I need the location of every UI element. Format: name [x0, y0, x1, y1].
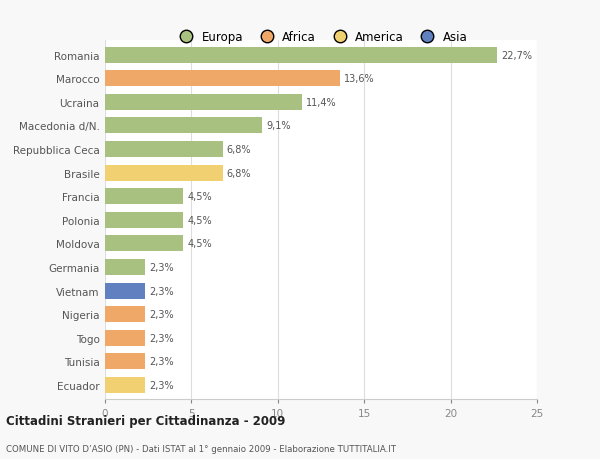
Text: 11,4%: 11,4% — [307, 98, 337, 107]
Bar — [105, 236, 183, 252]
Text: 6,8%: 6,8% — [227, 168, 251, 178]
Text: 22,7%: 22,7% — [502, 50, 533, 61]
Text: 2,3%: 2,3% — [149, 333, 173, 343]
Bar — [105, 330, 145, 346]
Bar — [105, 142, 223, 157]
Bar — [105, 377, 145, 393]
Bar — [105, 213, 183, 228]
Text: 9,1%: 9,1% — [266, 121, 291, 131]
Text: 4,5%: 4,5% — [187, 192, 212, 202]
Text: 4,5%: 4,5% — [187, 239, 212, 249]
Bar — [105, 165, 223, 181]
Bar — [105, 307, 145, 323]
Text: 2,3%: 2,3% — [149, 309, 173, 319]
Text: 2,3%: 2,3% — [149, 286, 173, 296]
Bar — [105, 118, 262, 134]
Bar — [105, 189, 183, 205]
Bar — [105, 353, 145, 369]
Bar — [105, 259, 145, 275]
Text: 2,3%: 2,3% — [149, 357, 173, 367]
Bar — [105, 283, 145, 299]
Text: 2,3%: 2,3% — [149, 263, 173, 273]
Bar — [105, 95, 302, 111]
Text: 13,6%: 13,6% — [344, 74, 375, 84]
Text: COMUNE DI VITO D’ASIO (PN) - Dati ISTAT al 1° gennaio 2009 - Elaborazione TUTTIT: COMUNE DI VITO D’ASIO (PN) - Dati ISTAT … — [6, 444, 396, 453]
Text: 6,8%: 6,8% — [227, 145, 251, 155]
Text: Cittadini Stranieri per Cittadinanza - 2009: Cittadini Stranieri per Cittadinanza - 2… — [6, 414, 286, 428]
Text: 2,3%: 2,3% — [149, 380, 173, 390]
Legend: Europa, Africa, America, Asia: Europa, Africa, America, Asia — [171, 28, 471, 48]
Bar — [105, 47, 497, 63]
Bar — [105, 71, 340, 87]
Text: 4,5%: 4,5% — [187, 215, 212, 225]
